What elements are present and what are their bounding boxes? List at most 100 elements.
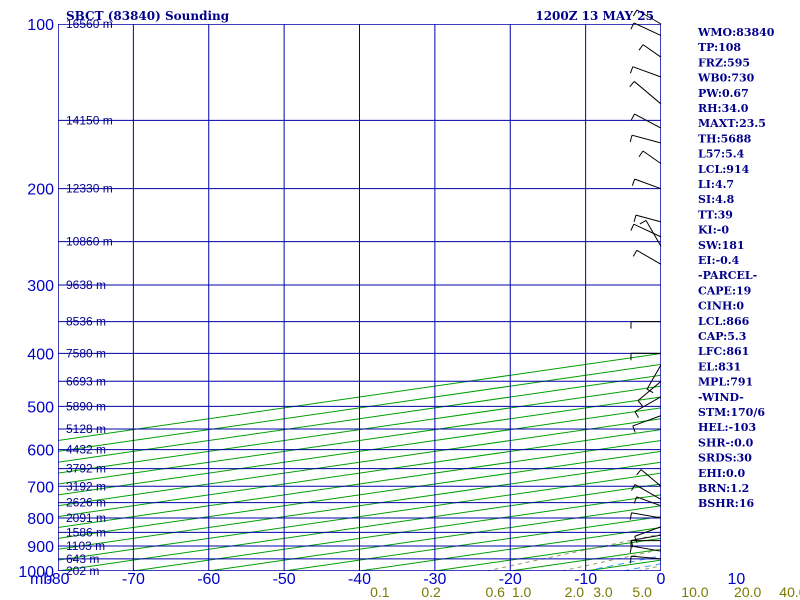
isotherm-line xyxy=(58,418,661,507)
height-label: 2091 m xyxy=(66,511,106,525)
height-label: 202 m xyxy=(66,564,99,578)
mixing-ratio-label: 2.0 xyxy=(565,584,585,600)
wind-barb-flag xyxy=(632,9,638,17)
index-entry: MAXT:23.5 xyxy=(698,117,766,130)
wind-barb xyxy=(631,555,662,560)
index-entry: PW:0.67 xyxy=(698,87,749,100)
temp-tick-label: -80 xyxy=(46,571,69,588)
index-entry: BSHR:16 xyxy=(698,497,754,510)
index-entry: STM:170/6 xyxy=(698,406,765,419)
wind-barb xyxy=(634,396,662,413)
wind-barb-flag xyxy=(629,66,634,74)
pressure-tick-label: 800 xyxy=(27,511,54,528)
pressure-tick-label: 1000 xyxy=(18,564,54,581)
wind-barb-flag xyxy=(630,223,635,231)
wind-barb-flag xyxy=(629,81,635,88)
wind-barb-flag xyxy=(632,425,636,433)
wind-barb xyxy=(634,484,662,500)
index-entry: LCL:914 xyxy=(698,163,750,176)
index-entry: KI:-0 xyxy=(698,224,729,237)
isotherm-line xyxy=(58,429,661,518)
wind-barb-flag xyxy=(636,469,642,476)
index-entry: LCL:866 xyxy=(698,315,750,328)
pressure-tick-label: 900 xyxy=(27,539,54,556)
wind-barb-flag xyxy=(634,411,639,418)
height-label: 3192 m xyxy=(66,479,106,493)
temp-tick-label: -30 xyxy=(423,571,446,588)
mixing-ratio-label: 0.1 xyxy=(370,584,390,600)
isotherm-line xyxy=(58,439,661,529)
wind-barb xyxy=(631,134,662,144)
pressure-tick-label: 100 xyxy=(27,17,54,34)
pressure-tick-label: 200 xyxy=(27,182,54,199)
wind-barb-flag xyxy=(639,219,647,225)
wind-barb xyxy=(631,534,662,541)
grid-layer xyxy=(58,24,661,571)
wind-barb xyxy=(632,415,662,427)
wind-barb-flag xyxy=(630,113,635,121)
valid-time: 1200Z 13 MAY 25 xyxy=(535,9,654,23)
index-entry: WMO:83840 xyxy=(697,26,775,39)
index-entry: -PARCEL- xyxy=(698,269,757,282)
temp-tick-label: -20 xyxy=(499,571,522,588)
index-entry: RH:34.0 xyxy=(698,102,749,115)
temp-tick-label: 0 xyxy=(657,571,666,588)
index-entry: SI:4.8 xyxy=(698,193,735,206)
index-entry: L57:5.4 xyxy=(698,148,745,161)
temp-tick-label: -10 xyxy=(574,571,597,588)
index-entry: EHI:0.0 xyxy=(698,467,745,480)
height-label: 4432 m xyxy=(66,443,106,457)
wind-barb-flag xyxy=(631,484,636,491)
height-label: 10860 m xyxy=(66,235,113,249)
wind-barb xyxy=(646,364,662,390)
wind-barb xyxy=(633,223,662,238)
mixing-ratio-label: 0.6 xyxy=(485,584,505,600)
index-entry: SRDS:30 xyxy=(698,452,752,465)
height-label: 1103 m xyxy=(66,539,105,553)
index-entry: FRZ:595 xyxy=(698,56,750,69)
pressure-tick-label: 300 xyxy=(27,278,54,295)
index-entry: MPL:791 xyxy=(698,376,753,389)
wind-barb-flag xyxy=(633,496,638,504)
wind-barb xyxy=(636,9,662,25)
mixing-ratio-label: 40.0 xyxy=(779,584,800,600)
wind-barb-flag xyxy=(637,400,643,407)
wind-barb xyxy=(634,178,662,190)
temp-tick-label: -40 xyxy=(348,571,371,588)
pressure-unit-label: mb xyxy=(30,571,52,588)
isotherm-line xyxy=(58,472,661,561)
index-entry: LI:4.7 xyxy=(698,178,734,191)
mixing-ratio-label: 10.0 xyxy=(681,584,708,600)
isotherm-line xyxy=(58,407,661,496)
index-entry: CAPE:19 xyxy=(698,284,751,297)
wind-barb-flag xyxy=(629,512,632,520)
wind-barb xyxy=(636,249,662,265)
temp-tick-label: -70 xyxy=(122,571,145,588)
index-entry: TT:39 xyxy=(698,208,733,221)
wind-barb-flag xyxy=(633,214,637,223)
mixing-ratio-label: 5.0 xyxy=(632,584,652,600)
mixing-ratio-label: 1.0 xyxy=(512,584,532,600)
wind-barb xyxy=(634,526,662,537)
index-entry: -WIND- xyxy=(698,391,744,404)
temp-tick-label: -60 xyxy=(197,571,220,588)
wind-barb-flag xyxy=(629,545,632,553)
index-entry: LFC:861 xyxy=(698,345,749,358)
temp-tick-label: -50 xyxy=(273,571,296,588)
wind-barb xyxy=(635,214,662,223)
height-label: 5128 m xyxy=(66,422,106,436)
mixing-ratio-label: 3.0 xyxy=(593,584,613,600)
height-label: 14150 m xyxy=(66,113,113,127)
wind-barb xyxy=(632,66,662,78)
index-entry: TP:108 xyxy=(698,41,741,54)
wind-barb xyxy=(642,44,662,58)
index-entry: CINH:0 xyxy=(698,300,744,313)
index-entry: CAP:5.3 xyxy=(698,330,746,343)
index-entry: EI:-0.4 xyxy=(698,254,740,267)
height-label: 643 m xyxy=(66,552,99,566)
wind-barb xyxy=(642,150,662,165)
mixing-ratio-label: 0.2 xyxy=(421,584,441,600)
height-label: 3792 m xyxy=(66,462,106,476)
height-label: 5890 m xyxy=(66,399,106,413)
